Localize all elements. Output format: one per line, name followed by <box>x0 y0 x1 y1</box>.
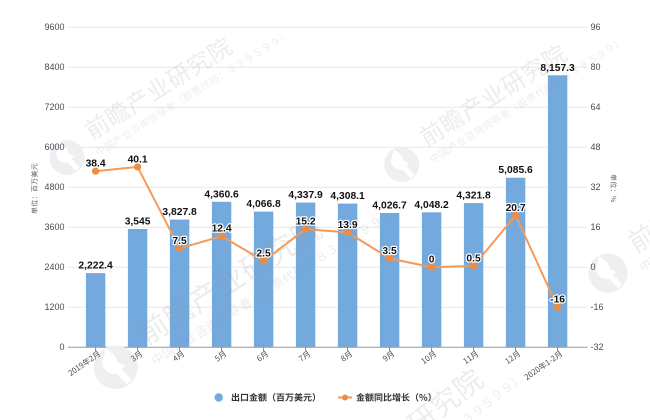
svg-text:12.4: 12.4 <box>212 224 232 235</box>
svg-text:4,321.8: 4,321.8 <box>456 191 491 202</box>
svg-text:-16: -16 <box>550 295 565 306</box>
svg-text:3600: 3600 <box>44 222 64 232</box>
svg-text:1200: 1200 <box>44 302 64 312</box>
svg-text:6000: 6000 <box>44 142 64 152</box>
svg-text:8400: 8400 <box>44 62 64 72</box>
svg-text:2,222.4: 2,222.4 <box>78 261 113 272</box>
svg-text:0: 0 <box>591 262 596 272</box>
svg-text:48: 48 <box>591 142 601 152</box>
svg-text:80: 80 <box>591 62 601 72</box>
svg-text:0: 0 <box>59 342 64 352</box>
svg-text:38.4: 38.4 <box>86 159 106 170</box>
svg-text:4,360.6: 4,360.6 <box>204 189 239 200</box>
svg-text:4800: 4800 <box>44 182 64 192</box>
svg-text:4,308.1: 4,308.1 <box>330 191 365 202</box>
svg-text:15.2: 15.2 <box>296 217 316 228</box>
svg-text:-32: -32 <box>591 342 604 352</box>
svg-text:5,085.6: 5,085.6 <box>498 165 533 176</box>
svg-text:2400: 2400 <box>44 262 64 272</box>
svg-text:4,048.2: 4,048.2 <box>414 200 449 211</box>
svg-text:20.7: 20.7 <box>506 203 526 214</box>
svg-text:3.5: 3.5 <box>382 246 397 257</box>
svg-text:2.5: 2.5 <box>256 248 271 259</box>
svg-text:32: 32 <box>591 182 601 192</box>
svg-text:8,157.3: 8,157.3 <box>540 63 575 74</box>
svg-text:64: 64 <box>591 102 601 112</box>
svg-text:3,545: 3,545 <box>125 217 151 228</box>
svg-text:3,827.8: 3,827.8 <box>162 207 197 218</box>
svg-text:4,066.8: 4,066.8 <box>246 199 281 210</box>
svg-text:0.5: 0.5 <box>466 253 481 264</box>
svg-text:4,026.7: 4,026.7 <box>372 201 407 212</box>
svg-text:16: 16 <box>591 222 601 232</box>
svg-text:0: 0 <box>429 255 435 266</box>
svg-text:96: 96 <box>591 22 601 32</box>
svg-text:9600: 9600 <box>44 22 64 32</box>
svg-text:4,337.9: 4,337.9 <box>288 190 323 201</box>
svg-text:40.1: 40.1 <box>128 154 148 165</box>
svg-text:13.9: 13.9 <box>338 220 358 231</box>
svg-text:-16: -16 <box>591 302 604 312</box>
svg-text:7200: 7200 <box>44 102 64 112</box>
svg-text:7.5: 7.5 <box>172 236 187 247</box>
